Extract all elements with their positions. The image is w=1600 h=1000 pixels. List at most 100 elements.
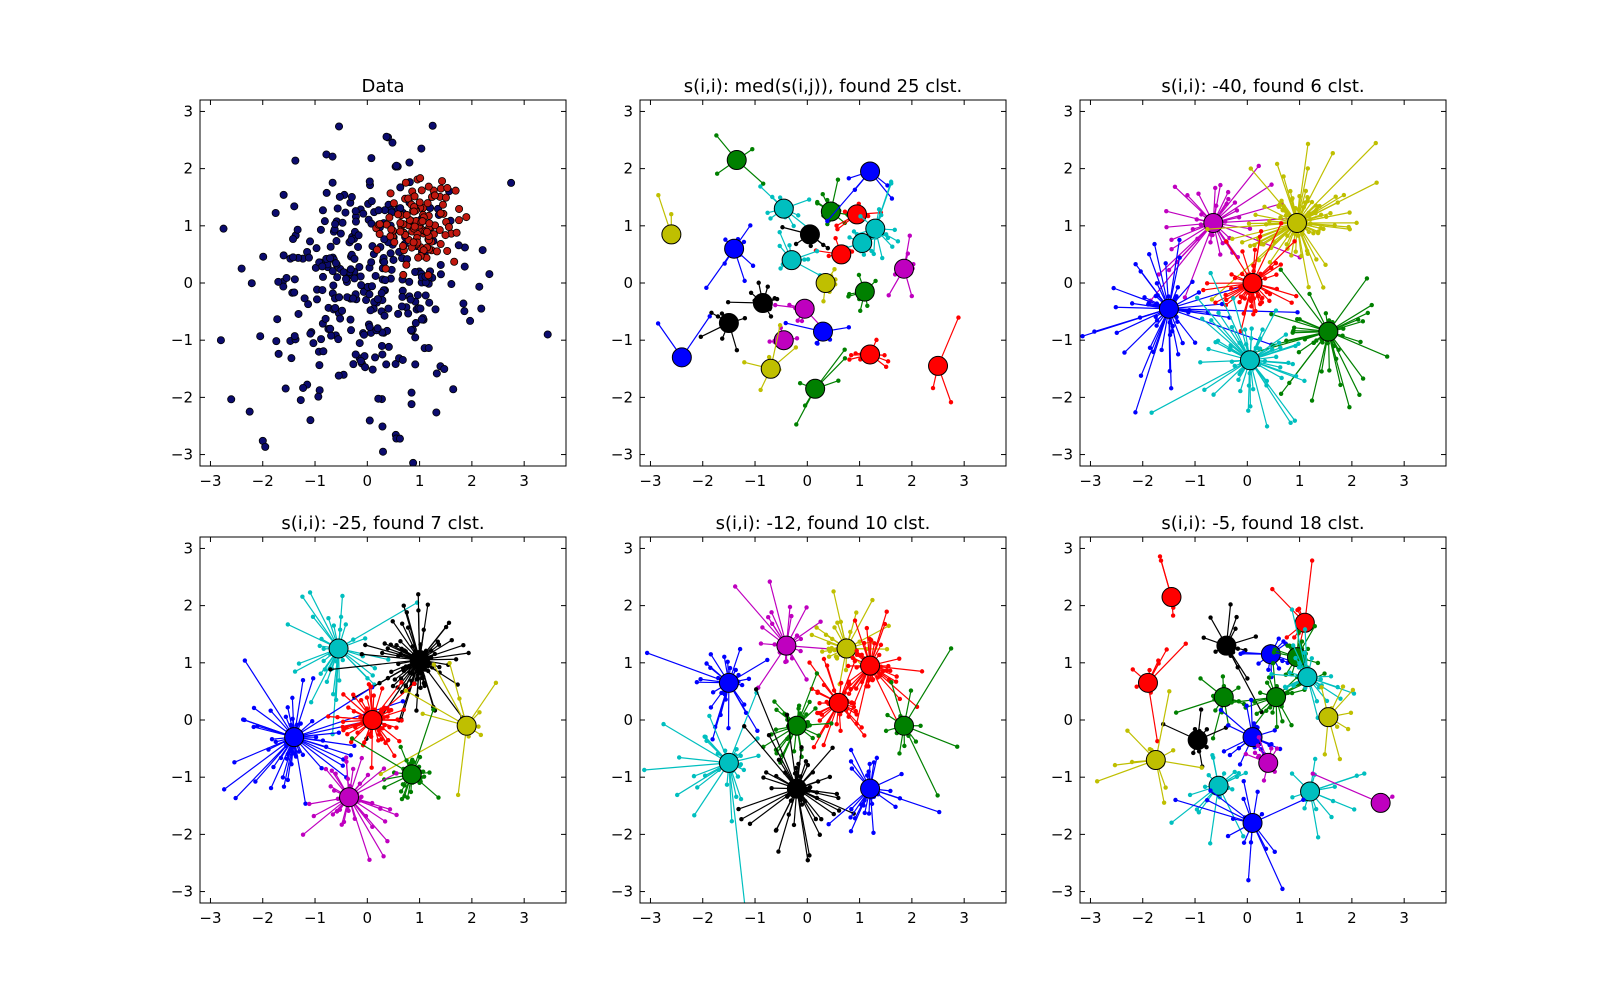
member-point: [399, 680, 404, 685]
member-point: [883, 728, 889, 734]
member-point: [345, 807, 350, 812]
member-point: [1167, 689, 1172, 694]
data-point: [421, 291, 430, 300]
member-point: [1210, 736, 1216, 741]
member-point: [403, 688, 409, 693]
data-point: [365, 323, 374, 332]
data-point: [431, 305, 440, 314]
cluster-exemplar: [794, 298, 815, 319]
data-point: [368, 365, 377, 374]
member-point: [359, 794, 364, 799]
member-point: [948, 400, 954, 405]
data-point: [475, 282, 484, 291]
member-point: [278, 755, 284, 761]
member-point: [1194, 295, 1200, 301]
member-point: [1318, 212, 1324, 218]
member-point: [815, 710, 820, 716]
x-tick-label: −2: [692, 472, 714, 490]
data-point: [381, 276, 390, 285]
member-point: [1209, 318, 1214, 323]
member-point: [1234, 614, 1239, 620]
member-point: [937, 809, 942, 815]
data-point: [450, 257, 459, 266]
member-point: [399, 718, 404, 723]
member-point: [825, 197, 830, 203]
member-point: [1365, 310, 1371, 316]
member-link: [293, 678, 314, 738]
member-link: [310, 648, 340, 703]
cluster-exemplar: [1213, 687, 1234, 708]
member-point: [285, 622, 291, 627]
data-point: [374, 206, 383, 215]
y-tick-label: 0: [183, 274, 193, 292]
member-point: [698, 677, 703, 682]
member-point: [351, 637, 356, 642]
member-point: [832, 267, 837, 272]
member-link: [235, 736, 295, 799]
member-point: [437, 664, 442, 670]
member-point: [1294, 293, 1299, 299]
member-link: [1168, 239, 1181, 309]
x-tick-label: 3: [1399, 909, 1409, 927]
x-tick-label: −3: [199, 909, 221, 927]
cluster-18: [1310, 771, 1395, 813]
data-point: [375, 220, 384, 229]
data-point: [418, 217, 427, 226]
data-point: [296, 396, 305, 405]
member-point: [1258, 229, 1264, 234]
subplot-title: s(i,i): -12, found 10 clst.: [716, 513, 931, 534]
member-point: [909, 293, 915, 299]
member-point: [746, 676, 752, 682]
member-point: [1323, 262, 1328, 268]
member-point: [758, 184, 763, 189]
member-point: [1236, 377, 1241, 382]
data-point: [451, 186, 460, 195]
data-point: [455, 204, 464, 213]
data-point: [406, 326, 415, 335]
data-point: [273, 315, 282, 324]
data-point: [334, 335, 343, 344]
cluster-exemplar: [1300, 781, 1321, 802]
member-point: [767, 339, 772, 344]
member-point: [807, 853, 812, 858]
member-point: [862, 733, 867, 738]
member-point: [868, 230, 874, 235]
member-link: [676, 762, 730, 796]
member-point: [1158, 558, 1164, 563]
member-point: [834, 791, 840, 797]
data-point: [460, 262, 469, 271]
data-point: [478, 246, 487, 255]
x-tick-label: −3: [639, 909, 661, 927]
member-point: [1272, 728, 1277, 733]
cluster-exemplar: [786, 778, 807, 799]
member-point: [1251, 721, 1257, 726]
member-point: [1240, 249, 1245, 254]
member-point: [1163, 785, 1168, 790]
member-link: [693, 762, 730, 816]
member-point: [1213, 300, 1218, 305]
member-point: [1306, 284, 1311, 290]
member-point: [1246, 221, 1252, 226]
member-point: [1290, 196, 1295, 201]
member-link: [293, 686, 373, 738]
member-point: [1291, 643, 1296, 648]
member-point: [741, 767, 747, 773]
member-point: [854, 686, 859, 691]
data-point: [417, 144, 426, 153]
member-point: [807, 785, 813, 790]
member-point: [414, 708, 419, 713]
member-point: [352, 816, 357, 822]
y-tick-label: −2: [171, 388, 193, 406]
member-point: [710, 737, 715, 742]
member-point: [691, 773, 697, 779]
member-point: [394, 812, 399, 818]
member-point: [919, 669, 925, 674]
member-point: [428, 648, 434, 653]
member-point: [835, 620, 840, 625]
data-point: [425, 298, 434, 307]
member-point: [777, 323, 783, 328]
member-point: [337, 678, 342, 683]
member-point: [355, 730, 360, 735]
member-point: [319, 765, 324, 771]
cluster-exemplar: [760, 358, 781, 379]
